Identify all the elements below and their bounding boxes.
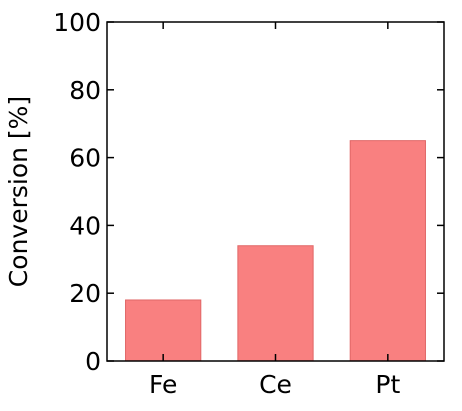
y-tick-label: 20 [69, 279, 101, 308]
y-tick-label: 40 [69, 211, 101, 240]
y-axis-label: Conversion [%] [4, 96, 33, 287]
y-tick-label: 60 [69, 144, 101, 173]
bar-ce [237, 245, 314, 362]
bar-fe [125, 299, 202, 362]
y-tick-label: 100 [53, 8, 101, 37]
x-tick-label-ce: Ce [259, 370, 292, 399]
bar-pt [349, 140, 426, 362]
x-tick-label-fe: Fe [149, 370, 177, 399]
y-ticks: 0 20 40 60 80 100 [53, 8, 444, 376]
x-ticks: Fe Ce Pt [149, 22, 400, 399]
bars-layer [125, 140, 426, 362]
y-tick-label: 80 [69, 76, 101, 105]
x-tick-label-pt: Pt [375, 370, 400, 399]
y-tick-label: 0 [85, 347, 101, 376]
